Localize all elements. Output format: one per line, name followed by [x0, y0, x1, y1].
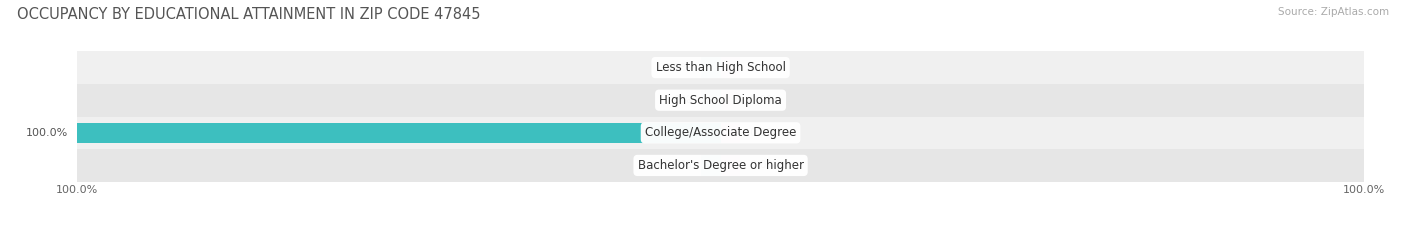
Bar [77, 149, 1364, 182]
Bar [702, 155, 721, 175]
Bar [721, 155, 740, 175]
Text: 0.0%: 0.0% [664, 95, 692, 105]
Text: College/Associate Degree: College/Associate Degree [645, 126, 796, 139]
Bar [721, 123, 740, 143]
Text: 0.0%: 0.0% [749, 95, 778, 105]
Bar [77, 84, 1364, 116]
Bar [77, 116, 1364, 149]
Text: OCCUPANCY BY EDUCATIONAL ATTAINMENT IN ZIP CODE 47845: OCCUPANCY BY EDUCATIONAL ATTAINMENT IN Z… [17, 7, 481, 22]
Text: Less than High School: Less than High School [655, 61, 786, 74]
Bar [77, 51, 1364, 84]
Text: 100.0%: 100.0% [25, 128, 67, 138]
Text: 0.0%: 0.0% [664, 161, 692, 170]
Text: 0.0%: 0.0% [664, 63, 692, 72]
Text: Source: ZipAtlas.com: Source: ZipAtlas.com [1278, 7, 1389, 17]
Bar [702, 58, 721, 78]
Text: Bachelor's Degree or higher: Bachelor's Degree or higher [637, 159, 804, 172]
Bar [721, 58, 740, 78]
Bar [721, 90, 740, 110]
Text: 0.0%: 0.0% [749, 128, 778, 138]
Bar [77, 123, 721, 143]
Bar [702, 90, 721, 110]
Text: 0.0%: 0.0% [749, 161, 778, 170]
Text: 0.0%: 0.0% [749, 63, 778, 72]
Text: High School Diploma: High School Diploma [659, 94, 782, 107]
